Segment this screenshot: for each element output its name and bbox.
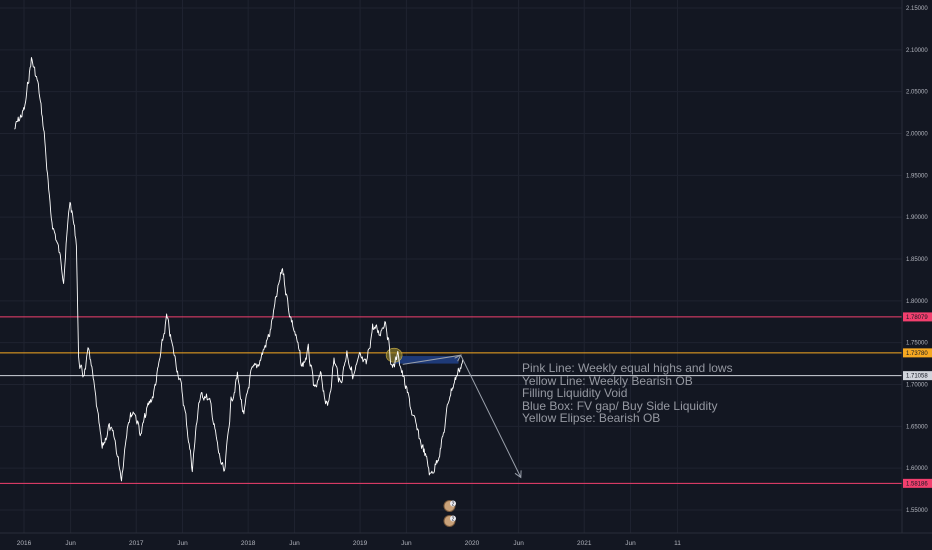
note-line-2: Yellow Line: Weekly Bearish OB <box>522 374 693 388</box>
event-count-badge <box>449 500 456 507</box>
annotation-text[interactable]: Pink Line: Weekly equal highs and lows Y… <box>522 361 733 425</box>
time-axis[interactable]: 2016 Jun 2017 Jun 2018 Jun 2019 Jun 2020 Jun 2021 J… <box>17 540 681 547</box>
note-line-4: Blue Box: FV gap/ Buy Side Liquidity <box>522 399 717 413</box>
level-price-tags: 1.78079 1.73780 1.71058 1.58186 <box>903 312 932 488</box>
x-tick-label: Jun <box>401 540 412 547</box>
y-tick-label: 2.05000 <box>906 90 928 96</box>
x-tick-label: Jun <box>513 540 524 547</box>
x-tick-label: 2021 <box>577 540 592 547</box>
event-count-label: 2 <box>452 501 455 507</box>
event-count-label: 2 <box>452 516 455 522</box>
price-series <box>14 57 464 482</box>
level-tag-bg <box>903 478 932 488</box>
y-tick-label: 1.75000 <box>906 341 928 347</box>
y-tick-label: 1.85000 <box>906 257 928 263</box>
x-tick-label: 2018 <box>241 540 256 547</box>
projection-arrow-mid-head <box>454 354 462 362</box>
level-tag-label: 1.73780 <box>906 351 928 357</box>
time-axis-panel <box>0 533 932 550</box>
x-tick-label: 2019 <box>353 540 368 547</box>
horizontal-levels[interactable] <box>0 316 902 484</box>
x-tick-label: Jun <box>177 540 188 547</box>
level-tag-label: 1.71058 <box>906 374 928 380</box>
y-tick-label: 1.90000 <box>906 215 928 221</box>
price-axis-panel <box>902 0 932 550</box>
level-tag-bg <box>903 371 932 381</box>
event-markers[interactable]: 22 <box>443 500 456 527</box>
y-tick-label: 2.10000 <box>906 48 928 54</box>
price-line <box>14 57 464 482</box>
y-tick-label: 1.55000 <box>906 508 928 514</box>
y-tick-label: 2.15000 <box>906 6 928 12</box>
x-tick-label: Jun <box>289 540 300 547</box>
x-tick-label: Jun <box>65 540 76 547</box>
y-tick-label: 1.70000 <box>906 383 928 389</box>
x-tick-label: 2020 <box>465 540 480 547</box>
level-tag-bg <box>903 312 932 322</box>
x-tick-label: Jun <box>625 540 636 547</box>
x-tick-label: 2017 <box>129 540 144 547</box>
y-tick-label: 2.00000 <box>906 132 928 138</box>
projection-arrow-head <box>514 470 522 479</box>
note-line-1: Pink Line: Weekly equal highs and lows <box>522 361 733 375</box>
level-tag-bg <box>903 348 932 358</box>
note-line-3: Filling Liquidity Void <box>522 386 627 400</box>
event-count-badge <box>449 515 456 522</box>
blue-box[interactable] <box>394 356 459 364</box>
note-line-5: Yellow Elipse: Bearish OB <box>522 411 660 425</box>
projection-arrow-layer[interactable] <box>402 354 522 479</box>
yellow-ellipse[interactable] <box>385 347 403 363</box>
x-tick-label: 11 <box>674 540 681 547</box>
level-tag-label: 1.58186 <box>906 481 928 487</box>
y-tick-label: 1.95000 <box>906 173 928 179</box>
y-tick-label: 1.60000 <box>906 466 928 472</box>
y-tick-label: 1.65000 <box>906 424 928 430</box>
level-tag-label: 1.78079 <box>906 315 928 321</box>
y-tick-label: 1.80000 <box>906 299 928 305</box>
x-tick-label: 2016 <box>17 540 32 547</box>
price-axis[interactable]: 2.15000 2.10000 2.05000 2.00000 1.95000 1.900… <box>906 6 928 514</box>
